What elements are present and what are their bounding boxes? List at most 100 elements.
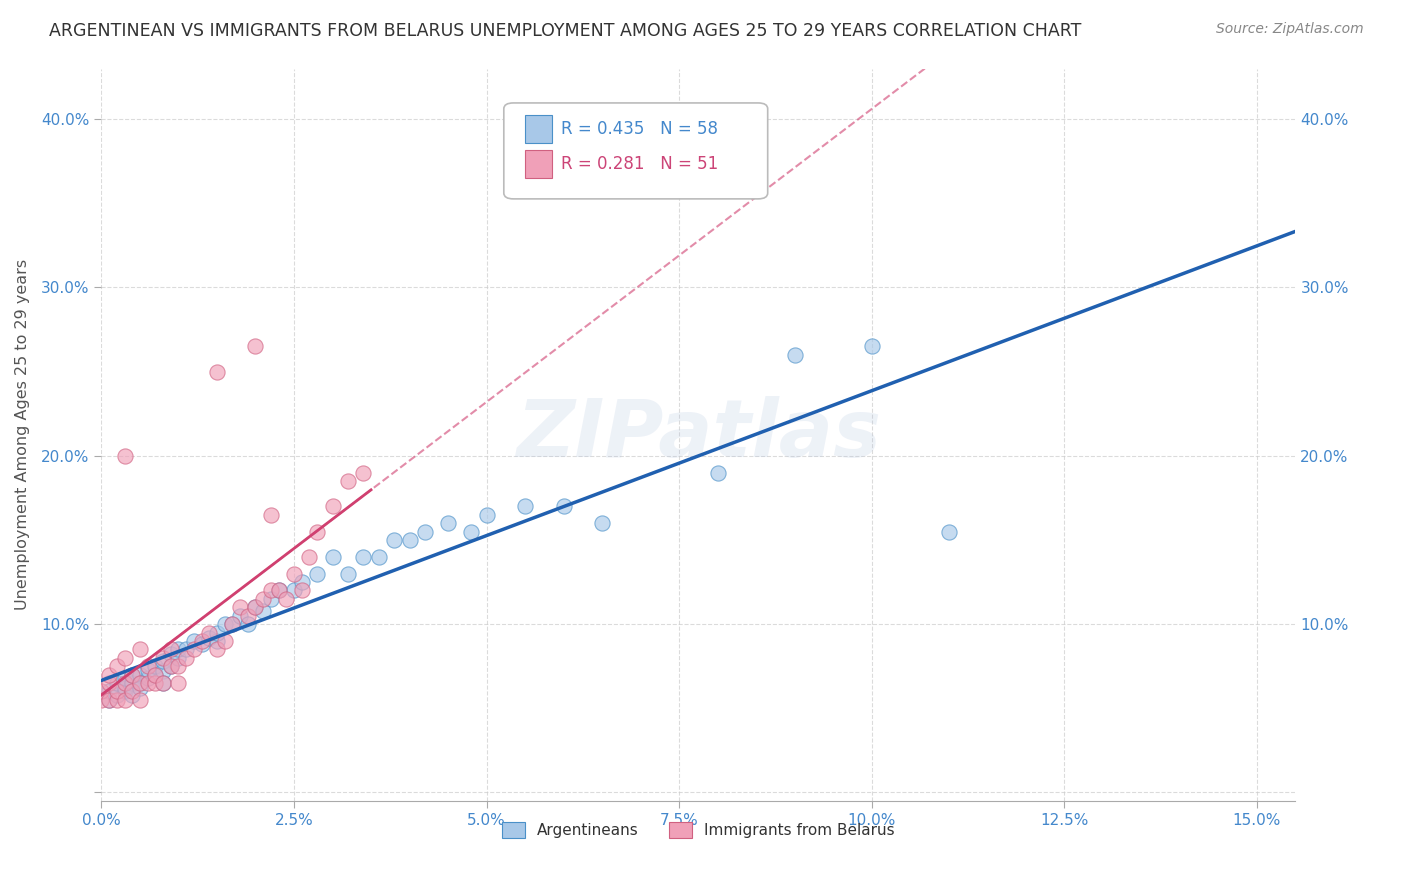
Point [221,617,243,632]
Point [136,663,159,677]
Point [114,681,136,695]
Point [98,693,121,707]
Point [475,508,498,522]
Point [307,524,329,539]
Point [236,617,259,632]
Point [291,583,314,598]
Point [260,508,283,522]
Point [129,642,152,657]
Point [322,500,344,514]
Point [198,625,221,640]
Point [152,676,174,690]
Point [437,516,460,530]
Point [114,650,136,665]
Point [183,642,205,657]
Text: ZIPatlas: ZIPatlas [516,396,882,474]
Point [143,667,166,681]
Point [460,524,482,539]
Point [90,693,112,707]
Point [114,671,136,685]
Point [105,693,128,707]
FancyBboxPatch shape [503,103,768,199]
Point [121,667,143,681]
Y-axis label: Unemployment Among Ages 25 to 29 years: Unemployment Among Ages 25 to 29 years [15,260,30,610]
Point [276,591,298,606]
Point [98,667,121,681]
Point [174,642,197,657]
Point [190,637,212,651]
Point [336,566,359,581]
Point [114,676,136,690]
Point [105,684,128,698]
Point [167,659,190,673]
Point [129,676,152,690]
Point [136,676,159,690]
Point [105,688,128,702]
Text: R = 0.435   N = 58: R = 0.435 N = 58 [561,120,718,138]
Point [260,583,283,598]
Bar [526,115,551,144]
Point [307,566,329,581]
Point [198,631,221,645]
Legend: Argentineans, Immigrants from Belarus: Argentineans, Immigrants from Belarus [496,816,901,845]
Point [352,549,374,564]
Text: ARGENTINEAN VS IMMIGRANTS FROM BELARUS UNEMPLOYMENT AMONG AGES 25 TO 29 YEARS CO: ARGENTINEAN VS IMMIGRANTS FROM BELARUS U… [49,22,1081,40]
Point [322,549,344,564]
Point [105,659,128,673]
Point [190,634,212,648]
Text: Source: ZipAtlas.com: Source: ZipAtlas.com [1216,22,1364,37]
Point [214,617,236,632]
Point [121,688,143,702]
Point [252,604,274,618]
Point [114,684,136,698]
Point [159,648,181,662]
Point [152,665,174,679]
Point [152,676,174,690]
Point [114,693,136,707]
Point [783,348,806,362]
Point [152,650,174,665]
Point [267,583,290,598]
Point [129,693,152,707]
Point [143,667,166,681]
Point [236,608,259,623]
Point [298,549,321,564]
Point [229,600,252,615]
Point [90,684,112,698]
Point [245,600,267,615]
Point [121,684,143,698]
Point [121,676,143,690]
Point [367,549,389,564]
Point [267,583,290,598]
Point [114,449,136,463]
Point [252,591,274,606]
Point [938,524,960,539]
Point [121,667,143,681]
Point [205,365,228,379]
Point [174,650,197,665]
Point [860,339,883,353]
Point [167,642,190,657]
Point [553,500,575,514]
Point [214,634,236,648]
Point [221,617,243,632]
Point [167,650,190,665]
Point [706,466,728,480]
Point [245,339,267,353]
Point [245,600,267,615]
Point [283,583,305,598]
Point [143,676,166,690]
Point [105,676,128,690]
Point [398,533,420,547]
Point [283,566,305,581]
Point [229,608,252,623]
Point [129,681,152,695]
Point [591,516,613,530]
Point [159,659,181,673]
Point [205,625,228,640]
Point [136,659,159,673]
Point [152,654,174,668]
Point [205,642,228,657]
Point [382,533,405,547]
Point [291,574,314,589]
